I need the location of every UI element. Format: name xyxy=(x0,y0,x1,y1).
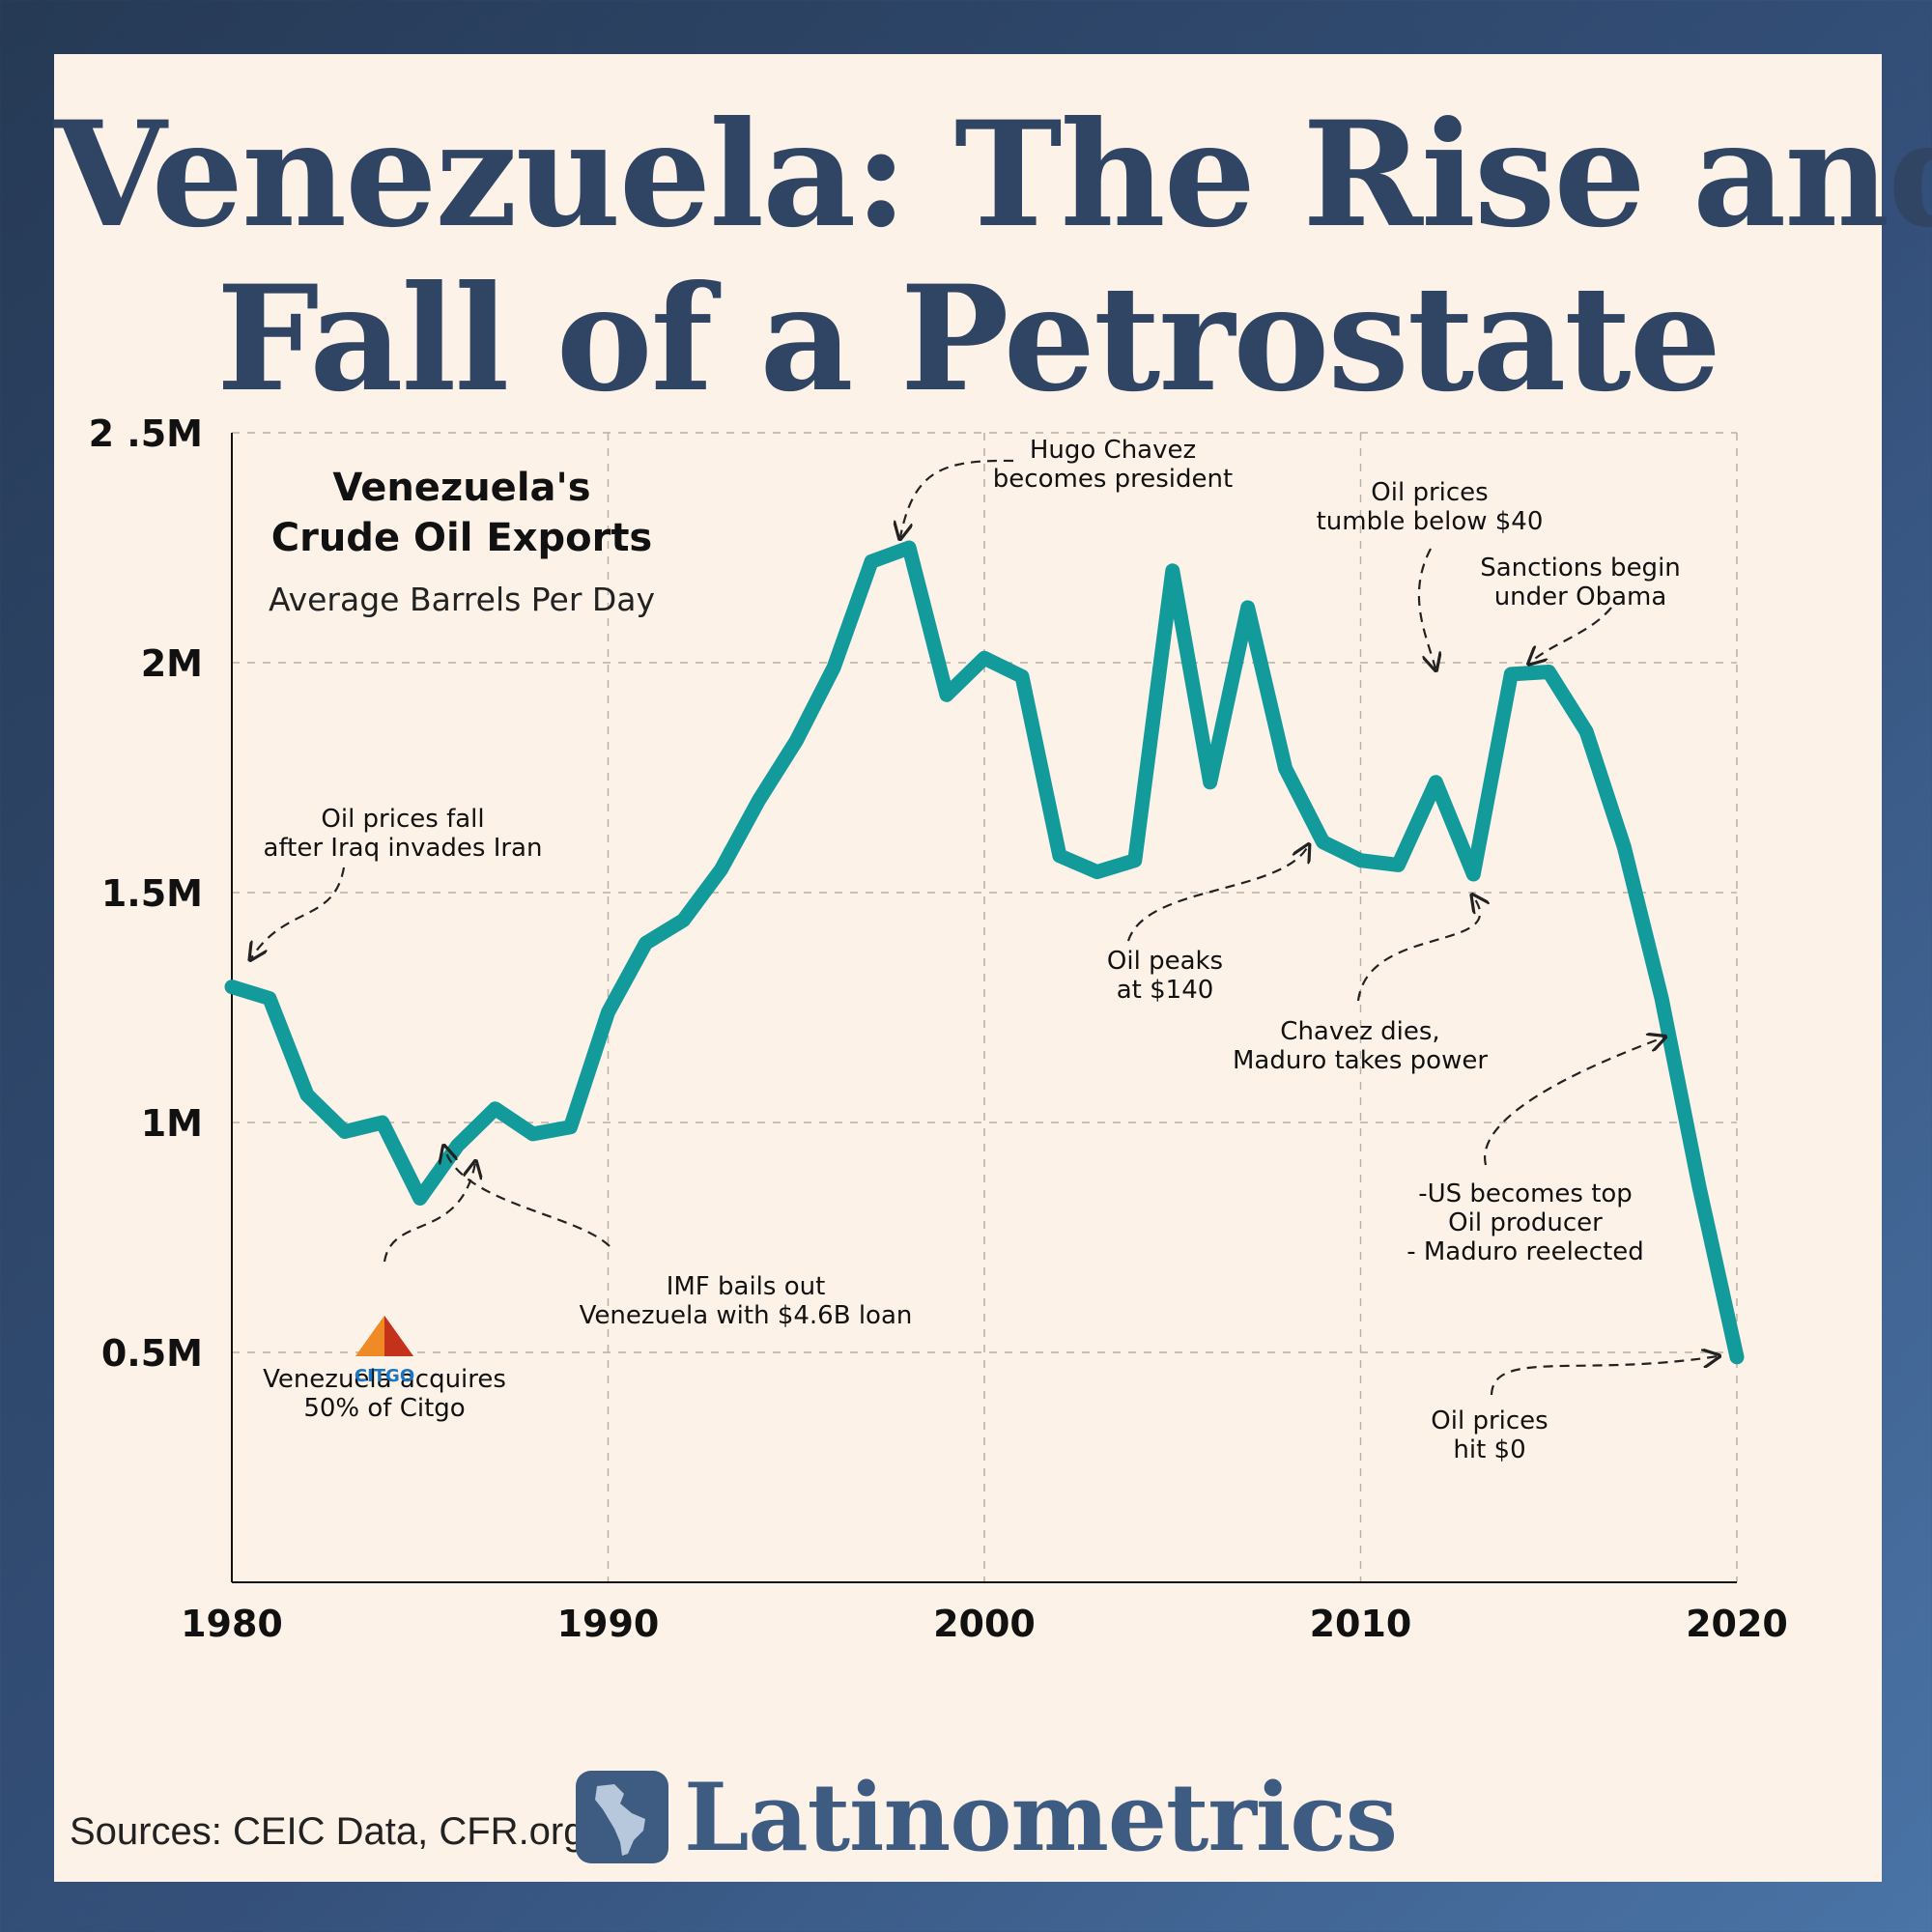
annotation-arrow xyxy=(251,867,346,958)
latin-america-map-icon xyxy=(576,1771,668,1863)
data-point xyxy=(1697,1184,1702,1189)
data-point xyxy=(1019,674,1024,679)
data-point xyxy=(1547,669,1551,674)
y-tick-label: 0.5M xyxy=(101,1332,203,1375)
data-point xyxy=(869,559,874,564)
annotation-arrow xyxy=(1490,1356,1718,1396)
data-point xyxy=(643,941,648,946)
x-tick-label: 2010 xyxy=(1310,1603,1412,1645)
y-tick-label: 2M xyxy=(141,642,203,685)
data-point xyxy=(719,867,724,872)
annotation-arrow xyxy=(383,1163,475,1263)
data-point xyxy=(1170,568,1175,573)
data-point xyxy=(681,918,686,923)
oil-exports-chart: 0.5M 1M 1.5M 2M 2 .5M 1980 1990 2000 2010 2020 Ven… xyxy=(89,412,1788,1645)
x-tick-label: 2000 xyxy=(933,1603,1036,1645)
data-point xyxy=(230,984,234,989)
page-title: Venezuela: The Rise and Fall of a Petros… xyxy=(54,90,1932,424)
annotation-label: Oil peaks at $140 xyxy=(1107,947,1223,1005)
data-point xyxy=(1622,844,1627,849)
data-point xyxy=(1396,863,1401,867)
data-point xyxy=(794,738,799,743)
annotation-label: IMF bails out Venezuela with $4.6B loan xyxy=(580,1272,913,1330)
annotation-label: Chavez dies, Maduro takes power xyxy=(1233,1017,1488,1075)
annotation-arrow xyxy=(1356,896,1480,1002)
annotation-label: Oil prices tumble below $40 xyxy=(1317,478,1544,536)
annotation-label: Sanctions begin under Obama xyxy=(1480,554,1681,611)
y-tick-label: 2 .5M xyxy=(89,412,203,455)
annotation-label: Venezuela acquires 50% of Citgo xyxy=(263,1365,506,1423)
chart-subtitle: Average Barrels Per Day xyxy=(269,581,655,618)
annotation-label: -US becomes top Oil producer - Maduro reel… xyxy=(1406,1179,1644,1266)
data-point xyxy=(1094,869,1099,874)
title-line-2: Fall of a Petrostate xyxy=(215,254,1721,424)
data-point xyxy=(493,1106,497,1111)
annotation-label: Oil prices hit $0 xyxy=(1431,1406,1548,1464)
annotation-arrow xyxy=(900,459,1014,537)
citgo-logo-triangle-left xyxy=(355,1316,384,1356)
data-point xyxy=(1434,780,1438,784)
data-point xyxy=(304,1093,309,1097)
data-point xyxy=(1245,605,1250,610)
annotation-label: Oil prices fall after Iraq invades Iran xyxy=(264,805,543,863)
annotation-arrow xyxy=(1417,548,1435,668)
sources-note: Sources: CEIC Data, CFR.org xyxy=(70,1810,585,1853)
data-point xyxy=(1471,871,1476,876)
data-point xyxy=(606,1009,611,1014)
annotation-arrow xyxy=(1126,846,1308,942)
data-point xyxy=(907,546,912,550)
brand-name: Latinometrics xyxy=(684,1762,1398,1872)
poster-card: Venezuela: The Rise and Fall of a Petros… xyxy=(54,54,1932,1882)
data-point xyxy=(380,1121,384,1124)
x-tick-label: 1990 xyxy=(557,1603,660,1645)
data-point xyxy=(1584,729,1589,734)
data-point xyxy=(756,798,761,803)
data-point xyxy=(982,656,986,661)
x-tick-label: 1980 xyxy=(181,1603,283,1645)
x-tick-label: 2020 xyxy=(1686,1603,1788,1645)
annotation-arrow xyxy=(1484,1037,1663,1166)
data-point xyxy=(832,665,837,669)
annotation-arrow xyxy=(444,1148,611,1247)
data-point xyxy=(1660,996,1664,1001)
data-point xyxy=(267,996,271,1001)
y-tick-label: 1.5M xyxy=(101,872,203,915)
citgo-logo-text: CITGO xyxy=(355,1366,414,1386)
data-point xyxy=(455,1143,460,1148)
data-point xyxy=(568,1124,573,1129)
citgo-logo xyxy=(355,1316,413,1356)
data-point xyxy=(1208,780,1212,784)
brand-logo: Latinometrics xyxy=(576,1762,1398,1872)
annotation-label: Hugo Chavez becomes president xyxy=(993,436,1233,494)
citgo-logo-triangle-shade xyxy=(384,1316,413,1356)
y-tick-label: 1M xyxy=(141,1102,203,1145)
data-point xyxy=(1735,1354,1739,1359)
data-point xyxy=(342,1129,347,1134)
data-point xyxy=(530,1131,535,1136)
data-point xyxy=(417,1196,422,1201)
annotation-arrow xyxy=(1530,607,1612,663)
title-line-1: Venezuela: The Rise and xyxy=(54,90,1932,260)
data-point xyxy=(1132,858,1137,863)
data-point xyxy=(1509,671,1514,676)
data-point xyxy=(945,693,950,697)
data-point xyxy=(1321,839,1325,844)
data-point xyxy=(1057,853,1062,858)
data-point xyxy=(1283,766,1288,771)
data-point xyxy=(1358,858,1363,863)
chart-title: Venezuela's Crude Oil Exports xyxy=(271,466,653,560)
